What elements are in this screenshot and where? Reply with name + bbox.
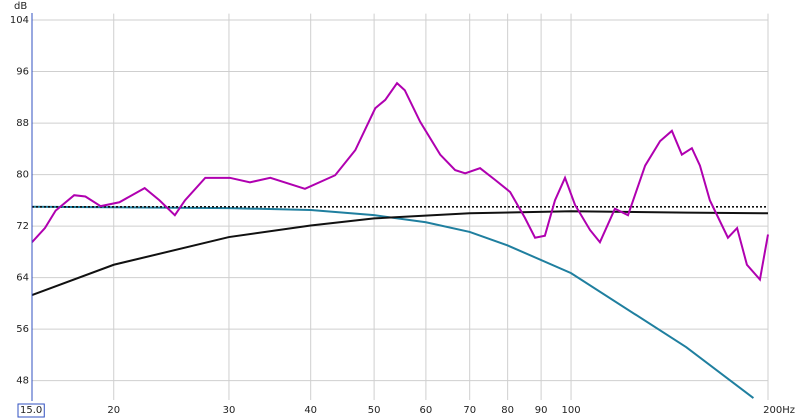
y-tick-label: 56 bbox=[16, 324, 29, 335]
x-tick-label: 200Hz bbox=[763, 405, 795, 416]
y-tick-label: 88 bbox=[16, 118, 29, 129]
x-tick-label: 70 bbox=[463, 405, 476, 416]
x-tick-label: 80 bbox=[501, 405, 514, 416]
x-start-box bbox=[17, 403, 45, 418]
series-line bbox=[32, 205, 755, 399]
y-axis-label: dB bbox=[14, 1, 27, 12]
y-tick-label: 48 bbox=[16, 376, 29, 387]
x-tick-label: 50 bbox=[368, 405, 381, 416]
x-tick-label: 30 bbox=[223, 405, 236, 416]
series-line bbox=[32, 210, 769, 296]
y-tick-label: 72 bbox=[16, 221, 29, 232]
x-tick-label: 100 bbox=[562, 405, 581, 416]
x-tick-label: 90 bbox=[535, 405, 548, 416]
y-tick-label: 96 bbox=[16, 67, 29, 78]
y-tick-label: 64 bbox=[16, 273, 29, 284]
y-tick-label: 80 bbox=[16, 170, 29, 181]
y-tick-label: 104 bbox=[10, 15, 29, 26]
x-tick-label: 60 bbox=[420, 405, 433, 416]
x-tick-label: 20 bbox=[107, 405, 120, 416]
x-tick-label: 40 bbox=[304, 405, 317, 416]
series-line bbox=[32, 81, 769, 282]
x-tick-label: 15.0 bbox=[20, 405, 42, 416]
